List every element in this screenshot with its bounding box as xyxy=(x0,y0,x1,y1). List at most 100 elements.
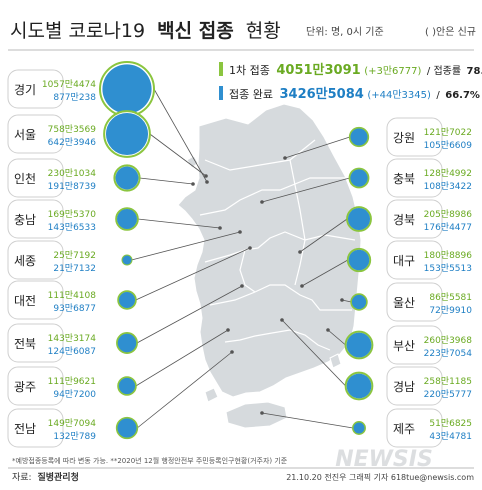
region-울산: 울산 86만5581 72만9910 xyxy=(350,282,472,322)
region-first-dose: 111만9621 xyxy=(48,376,96,387)
full-dose-bubble xyxy=(117,209,137,229)
region-full-dose: 108만3422 xyxy=(424,181,472,192)
full-dose-bubble xyxy=(117,418,137,438)
leader-대구 xyxy=(301,259,349,287)
region-full-dose: 93만6877 xyxy=(53,303,96,314)
leader-경기 xyxy=(153,88,208,183)
region-name: 전북 xyxy=(14,337,36,351)
region-경기: 경기 1057만4474 877만238 xyxy=(7,61,155,117)
full-dose-new: (+44만3345) xyxy=(367,89,431,101)
leader-dot xyxy=(326,328,330,332)
region-제주: 제주 51만6825 43만4781 xyxy=(352,408,472,448)
leader-경북 xyxy=(299,218,348,253)
first-dose-marker xyxy=(219,62,223,76)
first-dose-value: 4051만3091 xyxy=(276,62,360,78)
region-first-dose: 86만5581 xyxy=(429,292,472,303)
region-대전: 대전 111만4108 93만6877 xyxy=(7,280,137,320)
full-dose-bubble xyxy=(122,255,132,265)
island-jindo xyxy=(204,387,219,403)
leader-부산 xyxy=(327,329,346,346)
region-full-dose: 94만7200 xyxy=(53,389,96,400)
credit: 21.10.20 전진우 그래픽 기자 618tue@newsis.com xyxy=(286,472,474,482)
region-서울: 서울 758만3569 642만3946 xyxy=(7,110,151,158)
jeju-island xyxy=(225,401,288,429)
full-dose-bubble xyxy=(118,377,136,395)
full-rate-sep: / xyxy=(436,90,440,101)
region-name: 강원 xyxy=(393,131,415,145)
full-dose-bubble xyxy=(347,207,371,231)
region-name: 대전 xyxy=(14,294,36,308)
leader-광주 xyxy=(135,329,229,387)
region-first-dose: 260만3968 xyxy=(424,335,473,346)
region-세종: 세종 25만7192 21만7132 xyxy=(7,240,133,280)
region-name: 인천 xyxy=(14,171,36,186)
full-dose-bubble xyxy=(350,169,368,187)
full-dose-value: 3426만5084 xyxy=(279,86,363,102)
region-인천: 인천 230만1034 191만8739 xyxy=(7,158,141,198)
region-full-dose: 43만4781 xyxy=(429,431,472,442)
full-dose-bubble xyxy=(115,166,139,190)
leader-dot xyxy=(340,298,344,302)
leader-lines xyxy=(131,88,354,429)
first-rate-value: 78.9% xyxy=(467,66,482,77)
leader-충남 xyxy=(137,218,221,229)
region-대구: 대구 180만8896 153만5513 xyxy=(346,240,473,280)
region-markers: 경기 1057만4474 877만238 서울 758만3569 642만3946 인천 23… xyxy=(7,61,473,448)
island-ganghwa xyxy=(186,155,199,169)
region-label-box xyxy=(7,366,64,406)
full-dose-label: 접종 완료 xyxy=(229,88,273,101)
region-label-box xyxy=(386,325,443,365)
region-label-box xyxy=(386,158,443,198)
leader-dot xyxy=(230,350,234,354)
summary-panel: 1차 접종 4051만3091 (+3만6777) / 접종률 78.9% 접종… xyxy=(219,62,482,102)
region-full-dose: 72만9910 xyxy=(429,305,472,316)
region-name: 세종 xyxy=(14,254,36,268)
region-full-dose: 132만789 xyxy=(53,431,96,442)
region-first-dose: 1057만4474 xyxy=(42,79,96,90)
region-first-dose: 143만3174 xyxy=(48,333,97,344)
region-name: 경기 xyxy=(14,83,36,97)
full-dose-bubble xyxy=(105,112,149,156)
source-value: 질병관리청 xyxy=(37,471,78,483)
region-first-dose: 180만8896 xyxy=(424,250,473,261)
region-full-dose: 642만3946 xyxy=(48,137,97,148)
region-full-dose: 105만6609 xyxy=(424,140,473,151)
region-full-dose: 143만6533 xyxy=(48,222,96,233)
region-label-box xyxy=(386,366,443,406)
region-name: 경북 xyxy=(393,213,415,227)
region-label-box xyxy=(386,408,443,448)
title-end: 현황 xyxy=(246,20,281,42)
region-full-dose: 223만7054 xyxy=(424,348,473,359)
region-first-dose: 258만1185 xyxy=(424,376,472,387)
region-full-dose: 220만5777 xyxy=(424,389,472,400)
region-first-dose: 25만7192 xyxy=(53,250,96,261)
full-rate-value: 66.7% xyxy=(445,90,480,101)
full-dose-bubble xyxy=(350,128,368,146)
full-dose-bubble xyxy=(346,373,372,399)
leader-dot xyxy=(260,200,264,204)
leader-dot xyxy=(260,411,264,415)
region-label-box xyxy=(386,199,443,239)
region-first-dose: 128만4992 xyxy=(424,168,472,179)
region-full-dose: 153만5513 xyxy=(424,263,472,274)
source-label: 자료: xyxy=(12,472,32,483)
leader-dot xyxy=(300,284,304,288)
region-name: 대구 xyxy=(393,254,415,268)
leader-제주 xyxy=(261,412,354,429)
region-전남: 전남 149만7094 132만789 xyxy=(7,408,139,448)
region-name: 제주 xyxy=(393,422,415,436)
region-광주: 광주 111만9621 94만7200 xyxy=(7,366,137,406)
region-name: 전남 xyxy=(14,422,36,436)
full-dose-bubble xyxy=(351,294,367,310)
first-dose-new: (+3만6777) xyxy=(364,65,421,77)
region-label-box xyxy=(7,199,64,239)
region-label-box xyxy=(7,323,64,363)
full-dose-bubble xyxy=(353,422,365,434)
region-full-dose: 124만6087 xyxy=(48,346,96,357)
region-name: 충북 xyxy=(393,172,415,186)
region-label-box xyxy=(7,69,64,109)
region-first-dose: 169만5370 xyxy=(48,209,97,220)
region-경남: 경남 258만1185 220만5777 xyxy=(344,366,472,406)
